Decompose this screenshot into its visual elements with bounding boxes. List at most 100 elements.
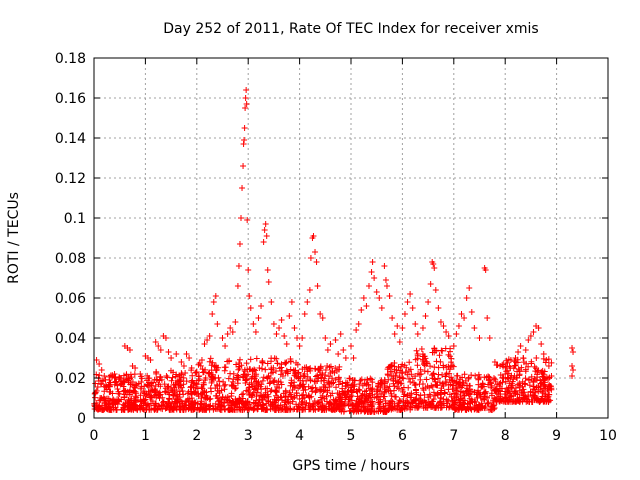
data-point bbox=[525, 376, 532, 383]
data-point bbox=[309, 388, 316, 395]
data-point bbox=[110, 397, 117, 404]
data-point bbox=[506, 397, 513, 404]
x-tick-label: 1 bbox=[141, 428, 150, 444]
data-point bbox=[440, 323, 447, 329]
data-point bbox=[569, 363, 576, 369]
data-point bbox=[417, 376, 424, 383]
data-point bbox=[109, 390, 116, 397]
data-point bbox=[429, 372, 436, 379]
data-point bbox=[344, 381, 351, 388]
data-point bbox=[284, 399, 291, 406]
data-point bbox=[446, 366, 453, 373]
data-point bbox=[386, 293, 393, 299]
axis-ticks: 0 1 2 3 4 5 6 7 8 9 10 0 0.02 0.04 0.06 0.08 0.1 0.12 0.14… bbox=[55, 51, 617, 444]
data-point bbox=[299, 335, 306, 341]
data-point bbox=[522, 347, 529, 353]
data-point bbox=[253, 385, 260, 392]
data-point bbox=[461, 393, 468, 399]
data-point bbox=[314, 283, 321, 289]
data-point bbox=[212, 392, 219, 399]
data-point bbox=[130, 402, 137, 409]
data-point bbox=[375, 399, 382, 406]
data-point bbox=[404, 392, 411, 399]
data-point bbox=[199, 406, 206, 413]
data-point bbox=[427, 281, 434, 287]
data-point bbox=[512, 390, 519, 397]
data-point bbox=[397, 380, 404, 387]
data-point bbox=[270, 378, 277, 385]
data-point bbox=[459, 374, 466, 381]
data-point bbox=[202, 376, 209, 383]
data-point bbox=[144, 382, 151, 389]
data-point bbox=[373, 394, 380, 401]
chart-title: Day 252 of 2011, Rate Of TEC Index for r… bbox=[163, 21, 538, 37]
data-point bbox=[545, 396, 552, 403]
data-point bbox=[178, 371, 185, 378]
data-point bbox=[240, 374, 247, 381]
data-point bbox=[540, 351, 547, 357]
data-point bbox=[475, 401, 482, 408]
data-point bbox=[350, 355, 357, 361]
data-point bbox=[263, 233, 270, 239]
data-point bbox=[189, 397, 196, 404]
data-point bbox=[387, 388, 394, 395]
data-point bbox=[121, 387, 128, 394]
data-point bbox=[324, 363, 331, 370]
data-point bbox=[268, 299, 275, 305]
data-point bbox=[409, 305, 416, 311]
data-point bbox=[471, 389, 478, 396]
data-point bbox=[346, 393, 353, 400]
x-tick-label: 2 bbox=[192, 428, 201, 444]
data-point bbox=[251, 382, 258, 389]
data-point bbox=[492, 376, 499, 383]
data-point bbox=[138, 383, 145, 390]
y-tick-label: 0.12 bbox=[55, 171, 86, 187]
data-point bbox=[413, 347, 420, 354]
data-point bbox=[548, 386, 555, 393]
data-point bbox=[240, 141, 247, 147]
data-point bbox=[101, 388, 108, 395]
data-point bbox=[494, 387, 501, 394]
data-point bbox=[381, 378, 388, 385]
x-tick-label: 5 bbox=[347, 428, 356, 444]
data-point bbox=[430, 389, 437, 396]
data-point bbox=[369, 385, 376, 392]
data-point bbox=[223, 396, 230, 403]
data-point bbox=[446, 403, 453, 410]
data-point bbox=[126, 347, 133, 353]
data-point bbox=[221, 364, 228, 371]
data-point bbox=[451, 405, 458, 412]
data-point bbox=[387, 368, 394, 375]
data-point bbox=[197, 401, 204, 408]
data-point bbox=[445, 351, 452, 358]
y-tick-label: 0 bbox=[77, 411, 86, 427]
data-point bbox=[355, 321, 362, 327]
x-tick-label: 8 bbox=[501, 428, 510, 444]
data-point bbox=[484, 381, 491, 388]
data-point bbox=[310, 401, 317, 408]
data-point bbox=[244, 371, 251, 378]
data-point bbox=[321, 406, 328, 413]
data-point bbox=[214, 321, 221, 327]
data-point bbox=[451, 395, 458, 402]
y-axis-label: ROTI / TECUs bbox=[6, 192, 22, 284]
data-point bbox=[448, 374, 455, 381]
data-point bbox=[261, 227, 268, 233]
data-point bbox=[208, 367, 215, 374]
data-point bbox=[273, 392, 280, 399]
data-point bbox=[129, 378, 136, 385]
data-point bbox=[368, 386, 375, 393]
x-tick-label: 10 bbox=[599, 428, 617, 444]
data-point bbox=[216, 398, 223, 405]
data-point bbox=[312, 389, 319, 396]
data-point bbox=[457, 381, 464, 388]
data-point bbox=[283, 359, 290, 366]
grid bbox=[94, 58, 608, 418]
y-tick-label: 0.08 bbox=[55, 251, 86, 267]
data-point bbox=[434, 391, 441, 398]
data-point bbox=[254, 389, 261, 396]
data-point bbox=[536, 398, 543, 405]
data-point bbox=[160, 398, 167, 405]
data-point bbox=[154, 407, 161, 413]
data-point bbox=[490, 402, 497, 409]
